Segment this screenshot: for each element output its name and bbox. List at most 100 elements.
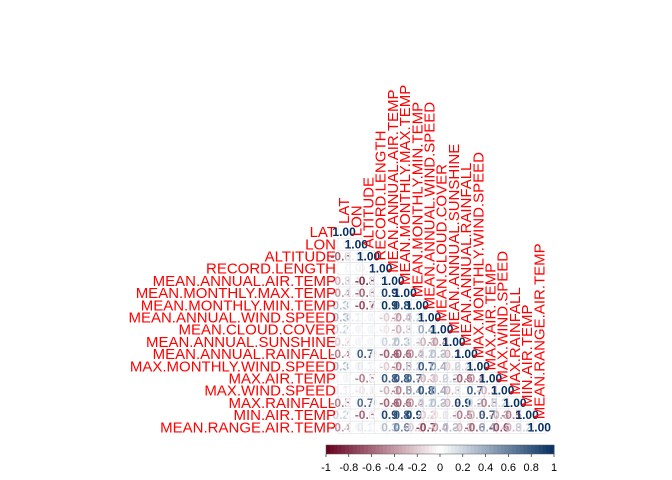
row-labels: LATLONALTITUDERECORD.LENGTHMEAN.ANNUAL.A…: [128, 224, 336, 436]
colorbar-segment: [413, 445, 418, 454]
colorbar-segment: [356, 445, 361, 454]
colorbar-tick-label: 0.2: [455, 462, 470, 474]
coefficient-label: 1.00: [369, 262, 393, 276]
cell-bg: [532, 420, 546, 434]
column-label: MAX.WIND.SPEED: [495, 251, 512, 383]
colorbar-segment: [394, 445, 399, 454]
coefficient-label: 1.00: [515, 408, 539, 422]
coefficient-label: 1.00: [528, 420, 552, 434]
colorbar-segment: [447, 445, 452, 454]
row-label: LAT: [310, 224, 336, 241]
colorbar-segment: [512, 445, 517, 454]
colorbar-tick-label: -0.4: [385, 462, 404, 474]
colorbar-tick-label: 0.8: [524, 462, 539, 474]
colorbar-segment: [375, 445, 380, 454]
row-label: MIN.AIR.TEMP: [233, 407, 336, 424]
colorbar-segment: [379, 445, 384, 454]
column-label: MEAN.ANNUAL.WIND.SPEED: [422, 102, 439, 310]
colorbar-segment: [424, 445, 430, 454]
colorbar-segment: [436, 445, 441, 454]
column-label: LAT: [336, 198, 353, 224]
row-label: MEAN.ANNUAL.WIND.SPEED: [128, 310, 336, 327]
colorbar-segment: [386, 445, 392, 454]
column-label: RECORD.LENGTH: [373, 131, 390, 261]
colorbar-segment: [333, 445, 338, 454]
coefficient-label: 1.00: [491, 384, 515, 398]
colorbar-segment: [390, 445, 395, 454]
column-label: MAX.MONTHLY.WIND.SPEED: [470, 152, 487, 358]
column-labels: LATLONALTITUDERECORD.LENGTHMEAN.ANNUAL.A…: [336, 85, 548, 420]
colorbar-tick-label: -1: [321, 462, 331, 474]
coefficient-label: 1.00: [454, 347, 478, 361]
column-label: MAX.AIR.TEMP: [483, 263, 500, 371]
coefficient-label: 1.00: [467, 359, 491, 373]
coefficient-label: 1.00: [442, 335, 466, 349]
colorbar-segment: [519, 445, 525, 454]
column-label: MEAN.MONTHLY.MAX.TEMP: [397, 85, 414, 285]
column-label: MEAN.ANNUAL.AIR.TEMP: [385, 89, 402, 272]
row-label: MEAN.ANNUAL.AIR.TEMP: [153, 273, 336, 290]
row-label: MAX.AIR.TEMP: [228, 371, 336, 388]
colorbar-segment: [508, 445, 513, 454]
colorbar-segment: [326, 445, 331, 454]
coefficient-label: 1.00: [332, 225, 356, 239]
row-label: MAX.MONTHLY.WIND.SPEED: [130, 358, 336, 375]
colorbar-tick-label: -0.8: [339, 462, 358, 474]
row-label: MEAN.ANNUAL.RAINFALL: [153, 346, 336, 363]
coefficient-label: 1.00: [345, 237, 369, 251]
row-label: ALTITUDE: [265, 249, 336, 266]
row-label: MEAN.ANNUAL.SUNSHINE: [146, 334, 336, 351]
colorbar-segment: [478, 445, 483, 454]
colorbar-segment: [535, 445, 540, 454]
column-label: MIN.AIR.TEMP: [519, 304, 536, 407]
colorbar-tick-label: -0.6: [362, 462, 381, 474]
colorbar-segment: [421, 445, 426, 454]
coefficient-label: 1.00: [381, 274, 405, 288]
coefficient-label: 1.00: [357, 250, 381, 264]
coefficient-label: 1.00: [393, 286, 417, 300]
row-label: MEAN.CLOUD.COVER: [178, 322, 336, 339]
colorbar-segment: [462, 445, 468, 454]
coefficient-label: 1.00: [503, 396, 527, 410]
colorbar-segment: [345, 445, 350, 454]
row-label: MEAN.RANGE.AIR.TEMP: [160, 419, 336, 436]
row-label: MAX.WIND.SPEED: [204, 383, 336, 400]
coefficient-label: 1.00: [418, 311, 442, 325]
colorbar-tick-label: 1: [551, 462, 557, 474]
colorbar-segment: [466, 445, 471, 454]
row-label: RECORD.LENGTH: [206, 261, 336, 278]
colorbar-segment: [451, 445, 456, 454]
column-label: ALTITUDE: [361, 177, 378, 248]
colorbar-segment: [329, 445, 335, 454]
colorbar-segment: [383, 445, 388, 454]
colorbar-segment: [500, 445, 506, 454]
column-label: MEAN.ANNUAL.RAINFALL: [458, 163, 475, 346]
colorbar-segment: [337, 445, 342, 454]
colorbar-segment: [417, 445, 422, 454]
row-label: MEAN.MONTHLY.MAX.TEMP: [136, 285, 336, 302]
colorbar-segment: [516, 445, 521, 454]
row-label: LON: [305, 236, 336, 253]
colorbar-segment: [485, 445, 490, 454]
colorbar-segment: [428, 445, 433, 454]
column-label: MAX.RAINFALL: [507, 287, 524, 395]
colorbar-segment: [432, 445, 437, 454]
colorbar-segment: [531, 445, 536, 454]
colorbar-tick-label: -0.2: [408, 462, 427, 474]
column-label: MEAN.CLOUD.COVER: [434, 164, 451, 322]
colorbar-segment: [409, 445, 414, 454]
colorbar-segment: [474, 445, 479, 454]
coefficient-label: 1.00: [406, 298, 430, 312]
colorbar-segment: [443, 445, 449, 454]
colorbar-tick-label: 0.6: [501, 462, 516, 474]
colorbar-segment: [405, 445, 411, 454]
colorbar-segment: [550, 445, 555, 454]
heatmap-cells: 1.000.051.00-0.600.101.000.000.05-0.051.…: [330, 225, 551, 434]
colorbar-segment: [546, 445, 551, 454]
colorbar-tick-label: 0.4: [478, 462, 493, 474]
colorbar-segment: [481, 445, 487, 454]
colorbar-segment: [527, 445, 532, 454]
colorbar-legend: -1 -0.8 -0.6 -0.4 -0.2 0 0.2 0.4 0.6 0.8 1: [321, 444, 557, 474]
coefficient-label: 1.00: [479, 372, 503, 386]
